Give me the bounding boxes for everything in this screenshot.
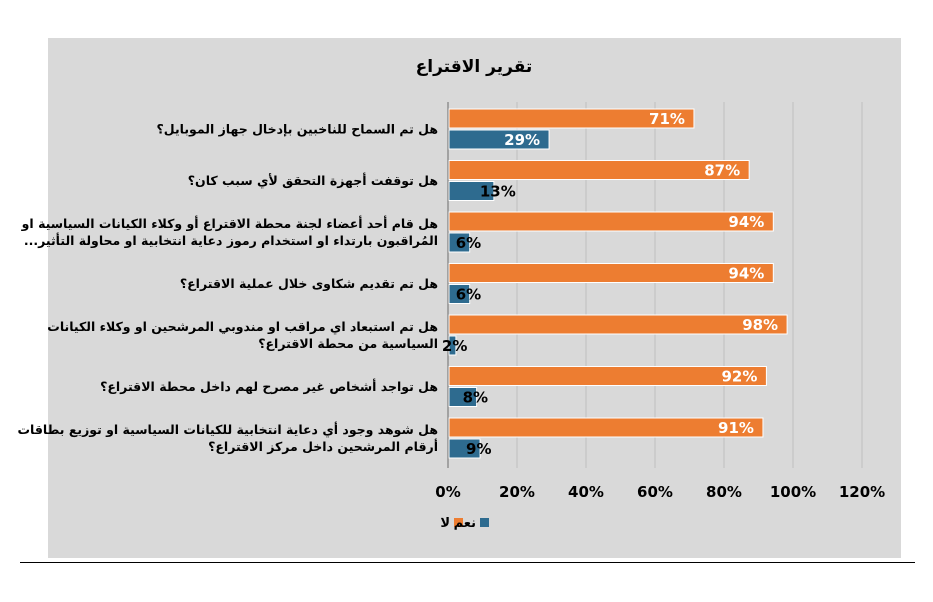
data-label-yes: 13%: [480, 183, 516, 201]
bottom-rule: [20, 562, 915, 563]
bar-no: [448, 108, 695, 129]
bar-yes: [448, 284, 471, 304]
bar-no: [448, 366, 767, 386]
data-label-yes: 6%: [456, 234, 481, 252]
x-tick-label: 120%: [839, 483, 885, 501]
bar-no: [448, 211, 774, 232]
data-label-no: 92%: [721, 368, 757, 386]
data-label-no: 94%: [728, 213, 764, 231]
x-tick-label: 0%: [435, 483, 460, 501]
category-label: هل شوهد وجود أي دعاية انتخابية للكيانات …: [17, 421, 438, 437]
data-label-no: 91%: [718, 419, 754, 437]
data-label-no: 87%: [704, 162, 740, 180]
category-label: هل تم استبعاد اي مراقب او مندوبي المرشحي…: [47, 319, 438, 334]
x-axis-ticks: 0% 20% 40% 60% 80% 100% 120%: [435, 483, 885, 501]
category-label: هل تواجد أشخاص غير مصرح لهم داخل محطة ال…: [100, 378, 438, 394]
legend-swatch: [454, 518, 463, 527]
category-label: هل تم السماح للناخبين بإدخال جهاز الموبا…: [157, 122, 438, 137]
bar-yes: [448, 335, 457, 356]
x-tick-label: 80%: [706, 483, 742, 501]
legend-label: نعم: [454, 516, 476, 531]
data-label-no: 71%: [649, 110, 685, 128]
category-label: هل قام أحد أعضاء لجنة محطة الاقتراع أو و…: [21, 215, 438, 232]
bar-no: [448, 160, 750, 180]
bar-no: [448, 417, 764, 438]
bar-yes: [448, 129, 550, 150]
bar-yes: [448, 181, 495, 201]
bar-yes: [448, 387, 478, 407]
category-label: السياسية من محطة الاقتراع؟: [258, 336, 438, 351]
grid-layer: [447, 102, 863, 468]
legend: لا نعم: [440, 516, 489, 531]
x-tick-label: 20%: [499, 483, 535, 501]
category-labels: هل تم السماح للناخبين بإدخال جهاز الموبا…: [17, 122, 438, 456]
bar-no: [448, 263, 774, 283]
x-tick-label: 100%: [770, 483, 816, 501]
data-label-yes: 6%: [456, 286, 481, 304]
bar-yes: [448, 438, 481, 459]
category-label: أرقام المرشحين داخل مركز الاقتراع؟: [208, 438, 438, 455]
data-label-no: 94%: [728, 265, 764, 283]
chart-title: تقرير الاقتراع: [416, 57, 533, 77]
category-label: هل توقفت أجهزة التحقق لأي سبب كان؟: [188, 172, 438, 188]
legend-swatch: [480, 518, 489, 527]
x-tick-label: 40%: [568, 483, 604, 501]
data-label-yes: 8%: [463, 389, 488, 407]
bars-layer: 71% 29% 87% 13% 94% 6% 94% 6% 98% 2% 92% 8% 91% 9%: [442, 108, 788, 459]
bar-no: [448, 314, 788, 335]
data-label-no: 98%: [742, 316, 778, 334]
category-label: هل تم تقديم شكاوى خلال عملية الاقتراع؟: [180, 276, 438, 291]
data-label-yes: 29%: [504, 131, 540, 149]
x-tick-label: 60%: [637, 483, 673, 501]
data-label-yes: 9%: [466, 440, 491, 458]
category-label: المُراقبون بارتداء او استخدام رموز دعاية…: [24, 232, 438, 249]
legend-label: لا: [440, 516, 450, 531]
data-label-yes: 2%: [442, 337, 467, 355]
bar-yes: [448, 232, 471, 253]
